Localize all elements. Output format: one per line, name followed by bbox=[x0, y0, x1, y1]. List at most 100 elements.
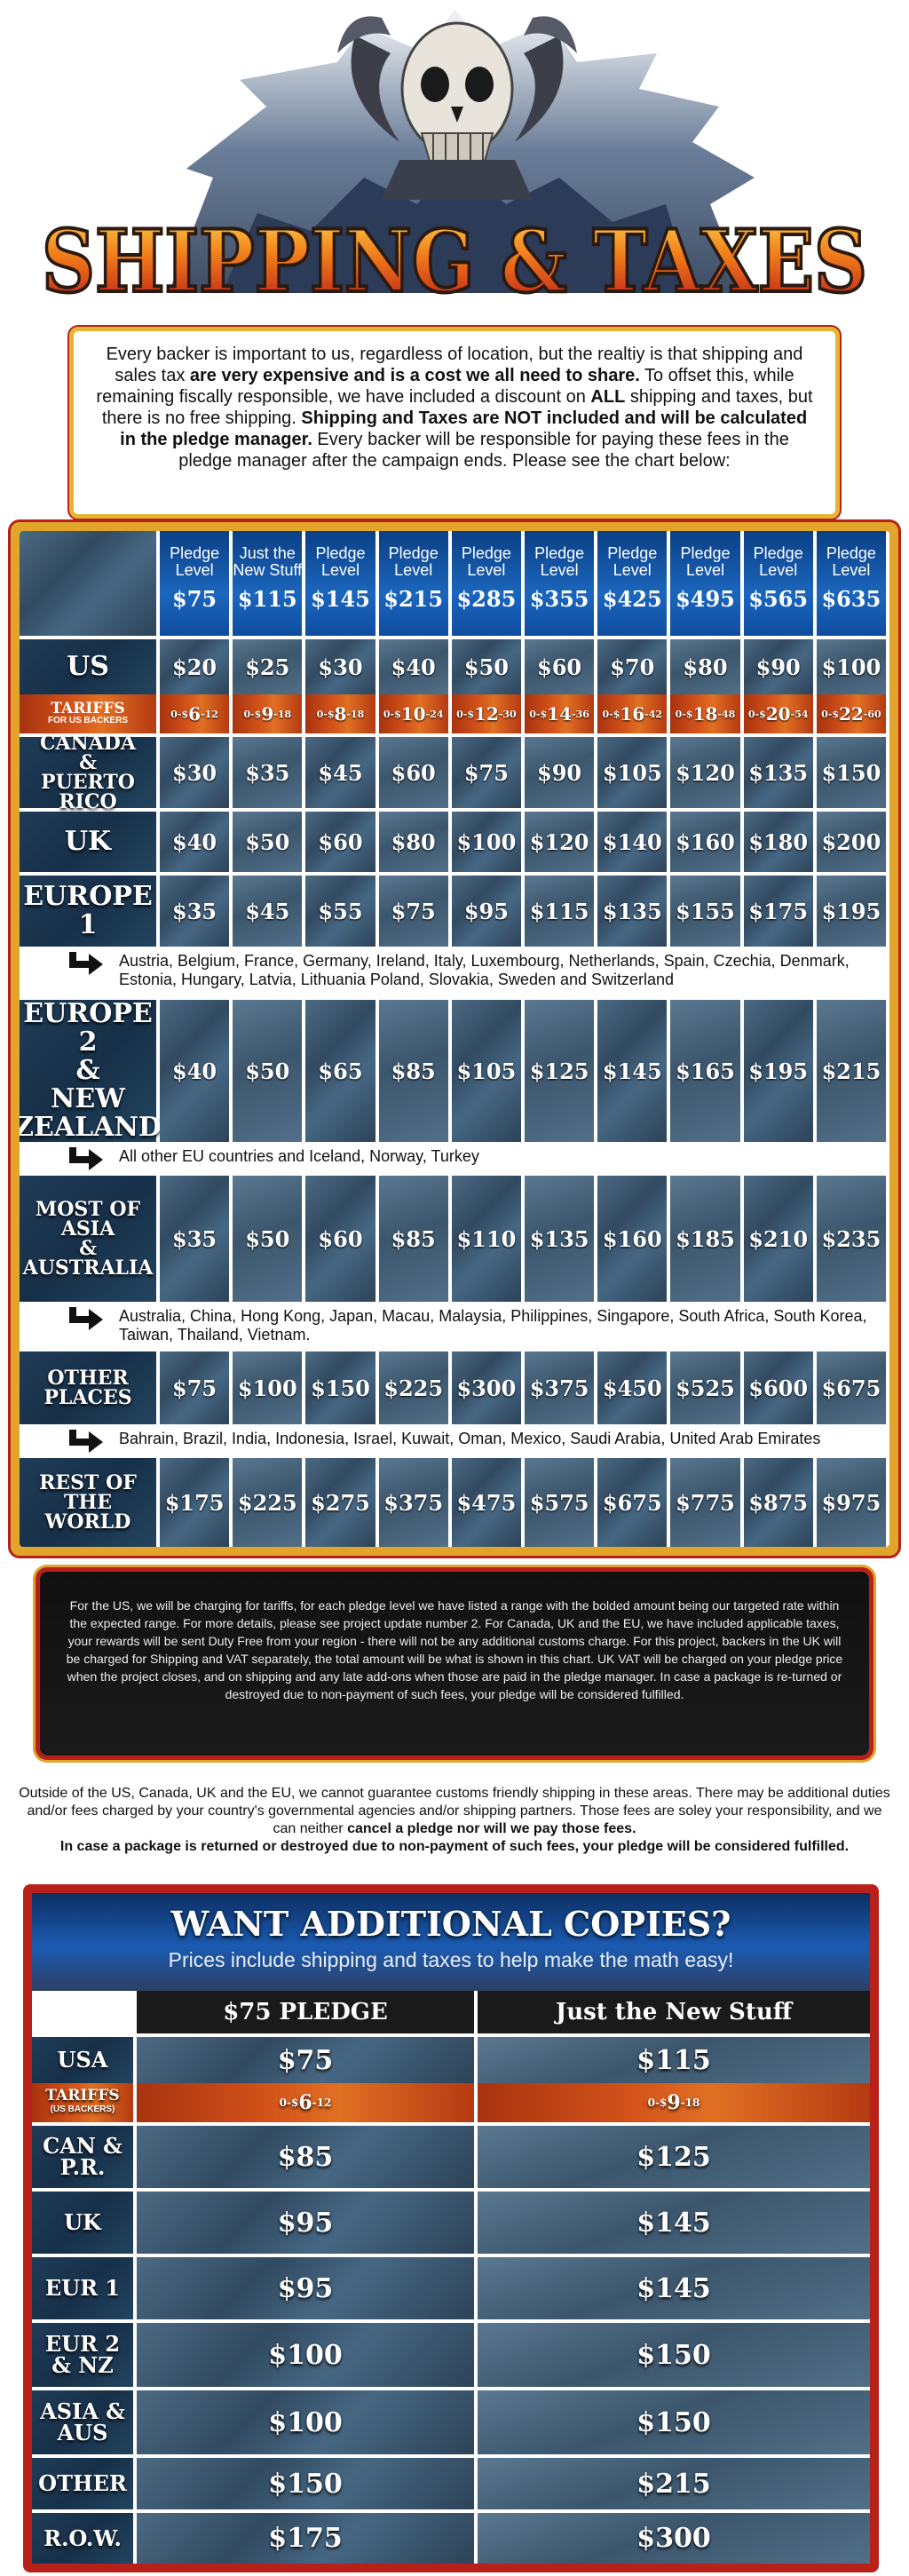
europe2-row: EUROPE 2 & NEW ZEALAND $40 $50 $65 $85 $105 $125 $… bbox=[20, 1000, 889, 1142]
price-cell: $195 bbox=[744, 1000, 813, 1142]
price-cell: $65 bbox=[305, 1000, 375, 1142]
additional-copies-table: WANT ADDITIONAL COPIES? Prices include s… bbox=[32, 1893, 870, 2564]
pledge-header-label: Pledge Level bbox=[305, 545, 375, 579]
price-cell: $120 bbox=[670, 737, 739, 808]
asia-countries-note-text: Australia, China, Hong Kong, Japan, Maca… bbox=[119, 1307, 875, 1344]
tariffs-label: TARIFFS FOR US BACKERS bbox=[20, 694, 156, 733]
price-cell: $165 bbox=[670, 1000, 739, 1142]
pledge-header-amount: $285 bbox=[456, 586, 516, 612]
copies-title: WANT ADDITIONAL COPIES? bbox=[32, 1904, 870, 1944]
price-cell: $90 bbox=[525, 737, 594, 808]
tariff-sym: $ bbox=[394, 709, 401, 720]
copies-price-75: $175 bbox=[137, 2513, 474, 2564]
rest-of-world-row-label-line: REST OF bbox=[39, 1473, 137, 1493]
price-cell: $45 bbox=[305, 737, 375, 808]
other-countries-note-text: Bahrain, Brazil, India, Indonesia, Israe… bbox=[119, 1430, 875, 1448]
tariff-sym: $ bbox=[328, 709, 335, 720]
price-cell: $40 bbox=[160, 1000, 229, 1142]
tariff-cell: 0- $10 -24 bbox=[379, 694, 448, 733]
price-cell: $475 bbox=[452, 1458, 521, 1547]
additional-copies-frame: WANT ADDITIONAL COPIES? Prices include s… bbox=[23, 1884, 879, 2572]
price-cell: $105 bbox=[452, 1000, 521, 1142]
copies-row-label: OTHER bbox=[32, 2458, 133, 2509]
header-corner bbox=[20, 531, 156, 636]
tariff-target: 18 bbox=[693, 703, 718, 725]
price-cell: $875 bbox=[744, 1458, 813, 1547]
price-cell: $775 bbox=[670, 1458, 739, 1547]
copies-row: UK $95 $145 bbox=[32, 2192, 870, 2254]
price-cell: $40 bbox=[379, 639, 448, 694]
tariff-cell: 0- $8 -18 bbox=[305, 694, 375, 733]
price-cell: $125 bbox=[525, 1000, 594, 1142]
title-graphic: SHIPPING & TAXES bbox=[22, 186, 887, 329]
copies-price-new-stuff: $150 bbox=[478, 2323, 870, 2387]
uk-row-label-line: UK bbox=[65, 828, 111, 856]
copies-row: EUR 2 & NZ $100 $150 bbox=[32, 2323, 870, 2387]
price-cell: $85 bbox=[379, 1000, 448, 1142]
canada-row-label-line: CANADA bbox=[40, 733, 136, 753]
asia-countries-note: Australia, China, Hong Kong, Japan, Maca… bbox=[20, 1304, 889, 1350]
tariff-target: 20 bbox=[766, 703, 791, 725]
asia-row-label-line: ASIA bbox=[61, 1219, 115, 1239]
copies-tariffs-label: TARIFFS (US BACKERS) bbox=[32, 2083, 133, 2122]
tariff-low: 0- bbox=[748, 709, 759, 720]
price-cell: $40 bbox=[160, 812, 229, 872]
uk-row: UK $40 $50 $60 $80 $100 $120 $140 $160 $180 $200 bbox=[20, 812, 889, 872]
europe2-countries-note: All other EU countries and Iceland, Norw… bbox=[20, 1144, 889, 1174]
copies-row: CAN & P.R. $85 $125 bbox=[32, 2126, 870, 2188]
price-cell: $185 bbox=[670, 1176, 739, 1302]
pledge-header-cell: Pledge Level $215 bbox=[379, 531, 448, 636]
price-cell: $100 bbox=[233, 1351, 302, 1424]
tariff-low: 0- bbox=[529, 709, 540, 720]
copies-row-label: UK bbox=[32, 2192, 133, 2254]
asia-row: MOST OF ASIA & AUSTRALIA $35 $50 $60 $85 $110 $13… bbox=[20, 1176, 889, 1302]
price-cell: $210 bbox=[744, 1176, 813, 1302]
tariff-cell: 0- $14 -36 bbox=[525, 694, 594, 733]
price-cell: $75 bbox=[160, 1351, 229, 1424]
tariff-low: 0- bbox=[648, 2096, 660, 2109]
tariff-sym: $ bbox=[686, 709, 693, 720]
tariffs-label-text: TARIFFS bbox=[51, 702, 124, 716]
europe1-countries-note-text: Austria, Belgium, France, Germany, Irela… bbox=[119, 952, 875, 989]
copies-row: USA $75 $115 bbox=[32, 2037, 870, 2083]
arrow-right-icon bbox=[66, 1430, 105, 1456]
price-cell: $675 bbox=[597, 1458, 667, 1547]
copies-tariff-cell: 0- $9 -18 bbox=[478, 2083, 870, 2122]
price-cell: $55 bbox=[305, 876, 375, 947]
price-cell: $80 bbox=[379, 812, 448, 872]
copies-tariffs-label-text: TARIFFS bbox=[45, 2089, 119, 2103]
copies-row-label: EUR 1 bbox=[32, 2257, 133, 2319]
tariffs-sublabel: FOR US BACKERS bbox=[48, 716, 128, 726]
canada-row-label-line: PUERTO RICO bbox=[23, 773, 153, 812]
tariff-target: 14 bbox=[547, 703, 572, 725]
tariff-target: 6 bbox=[298, 2091, 312, 2114]
tariff-cell: 0- $ 22 -60 bbox=[817, 694, 886, 733]
tariff-high: -54 bbox=[791, 709, 809, 720]
pledge-header-label: Pledge Level bbox=[160, 545, 229, 579]
pledge-header-row: Pledge Level $75 Just the New Stuff $115 Ple… bbox=[20, 531, 889, 636]
tariff-high: -12 bbox=[201, 709, 218, 720]
price-cell: $35 bbox=[160, 876, 229, 947]
price-cell: $145 bbox=[597, 1000, 667, 1142]
pledge-header-cell: Pledge Level $285 bbox=[452, 531, 521, 636]
europe2-countries-note-text: All other EU countries and Iceland, Norw… bbox=[119, 1147, 875, 1166]
price-cell: $150 bbox=[817, 737, 886, 808]
price-cell: $675 bbox=[817, 1351, 886, 1424]
tariff-low: 0- bbox=[170, 709, 181, 720]
price-cell: $70 bbox=[597, 639, 667, 694]
outside-note-bold-1: cancel a pledge nor will we pay those fe… bbox=[347, 1821, 636, 1836]
intro-bold-2: ALL bbox=[590, 387, 625, 407]
copies-price-new-stuff: $145 bbox=[478, 2192, 870, 2254]
price-cell: $50 bbox=[233, 812, 302, 872]
pledge-header-cell: Pledge Level $635 bbox=[817, 531, 886, 636]
tariff-cell: 0- $12 -30 bbox=[452, 694, 521, 733]
tariff-footnote-text: For the US, we will be charging for tari… bbox=[65, 1597, 844, 1703]
price-cell: $135 bbox=[597, 876, 667, 947]
other-places-row-label: OTHER PLACES bbox=[20, 1351, 156, 1424]
price-cell: $215 bbox=[817, 1000, 886, 1142]
tariff-target: 6 bbox=[188, 703, 201, 725]
price-cell: $105 bbox=[597, 737, 667, 808]
pledge-header-label: Pledge Level bbox=[597, 545, 667, 579]
intro-bold-1: are very expensive and is a cost we all … bbox=[190, 366, 640, 385]
tariff-low: 0- bbox=[383, 709, 394, 720]
